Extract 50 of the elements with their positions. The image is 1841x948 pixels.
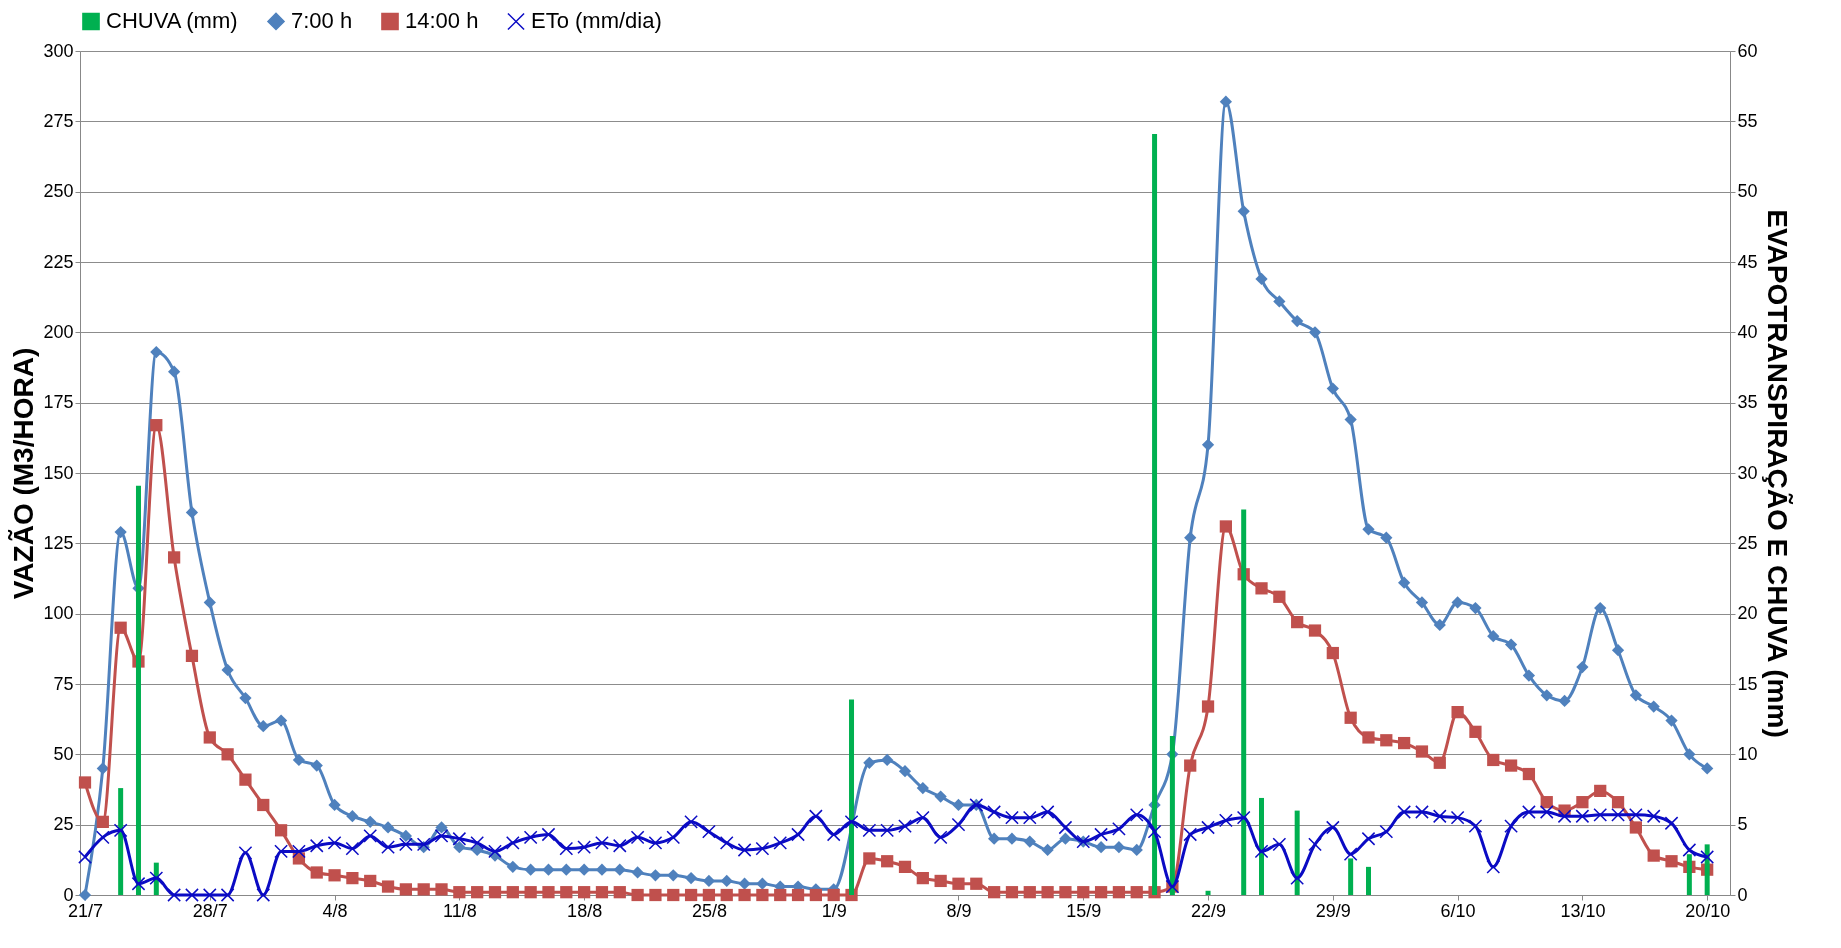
y2-tick-label: 20 — [1737, 603, 1758, 624]
y2-tick-label: 60 — [1737, 40, 1758, 61]
bar — [1205, 890, 1211, 895]
y-tick-label: 175 — [43, 392, 74, 413]
y-tick-label: 100 — [43, 603, 74, 624]
y-tick-label: 75 — [53, 673, 74, 694]
y2-tick-label: 50 — [1737, 181, 1758, 202]
bar — [1259, 797, 1265, 895]
x-tick-label: 20/10 — [1685, 900, 1731, 921]
legend-label: ETo (mm/dia) — [531, 8, 662, 34]
y2-tick-label: 25 — [1737, 532, 1758, 553]
y-tick-label: 125 — [43, 532, 74, 553]
x-tick-label: 15/9 — [1066, 900, 1102, 921]
y-tick-label: 150 — [43, 462, 74, 483]
y-tick-label: 250 — [43, 181, 74, 202]
y2-tick-label: 35 — [1737, 392, 1758, 413]
y-tick-label: 50 — [53, 743, 74, 764]
bar — [1348, 858, 1354, 895]
legend-label: 7:00 h — [291, 8, 353, 34]
y2-tick-label: 0 — [1737, 884, 1748, 905]
x-tick-label: 29/9 — [1315, 900, 1351, 921]
y-tick-label: 200 — [43, 321, 74, 342]
bar — [1294, 810, 1300, 895]
y-tick-label: 300 — [43, 40, 74, 61]
y2-tick-label: 5 — [1737, 814, 1748, 835]
x-tick-label: 6/10 — [1440, 900, 1476, 921]
y-axis-title: VAZÃO (M3/HORA) — [8, 347, 40, 600]
x-tick-label: 22/9 — [1191, 900, 1227, 921]
x-tick-label: 11/8 — [443, 900, 477, 921]
y2-tick-label: 10 — [1737, 743, 1758, 764]
bar — [1365, 866, 1371, 895]
x-tick-label: 18/8 — [567, 900, 603, 921]
y-tick-label: 275 — [43, 110, 74, 131]
x-tick-label: 25/8 — [691, 900, 727, 921]
x-tick-label: 1/9 — [821, 900, 847, 921]
x-tick-label: 13/10 — [1560, 900, 1606, 921]
legend-label: CHUVA (mm) — [106, 8, 238, 34]
x-tick-label: 8/9 — [946, 900, 972, 921]
y2-tick-label: 40 — [1737, 321, 1758, 342]
x-tick-label: 28/7 — [192, 900, 228, 921]
bar — [118, 788, 124, 895]
y2-axis-title: EVAPOTRANSPIRAÇÃO E CHUVA (mm) — [1761, 209, 1793, 738]
y2-tick-label: 15 — [1737, 673, 1758, 694]
legend-label: 14:00 h — [405, 8, 479, 34]
y-tick-label: 225 — [43, 251, 74, 272]
y2-tick-label: 55 — [1737, 110, 1758, 131]
y-tick-label: 25 — [53, 814, 74, 835]
y2-tick-label: 45 — [1737, 251, 1758, 272]
y2-tick-label: 30 — [1737, 462, 1758, 483]
x-tick-label: 4/8 — [322, 900, 348, 921]
